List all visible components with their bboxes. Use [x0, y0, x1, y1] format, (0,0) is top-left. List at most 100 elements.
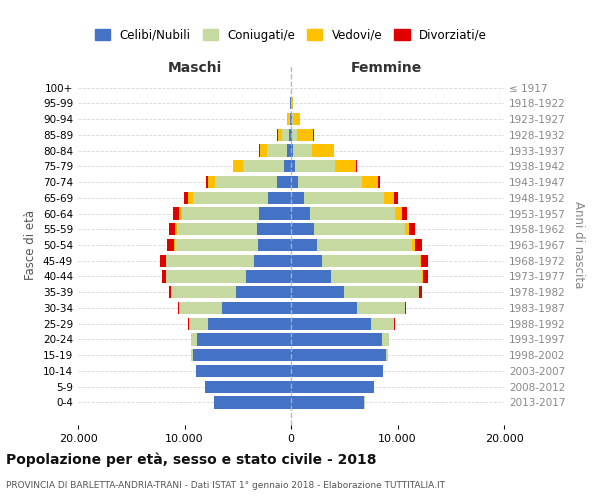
- Bar: [172, 286, 236, 298]
- Bar: [254, 254, 291, 267]
- Bar: [291, 349, 386, 362]
- Bar: [291, 302, 357, 314]
- Bar: [206, 176, 208, 188]
- Bar: [405, 302, 406, 314]
- Bar: [314, 223, 405, 235]
- Bar: [371, 318, 394, 330]
- Bar: [405, 223, 409, 235]
- Y-axis label: Fasce di età: Fasce di età: [25, 210, 37, 280]
- Text: PROVINCIA DI BARLETTA-ANDRIA-TRANI - Dati ISTAT 1° gennaio 2018 - Elaborazione T: PROVINCIA DI BARLETTA-ANDRIA-TRANI - Dat…: [6, 481, 445, 490]
- Bar: [173, 239, 175, 251]
- Bar: [415, 239, 422, 251]
- Bar: [191, 334, 197, 345]
- Bar: [293, 144, 313, 156]
- Bar: [412, 239, 415, 251]
- Bar: [356, 160, 357, 172]
- Bar: [291, 160, 295, 172]
- Bar: [291, 128, 292, 141]
- Bar: [233, 160, 243, 172]
- Bar: [175, 223, 177, 235]
- Bar: [295, 160, 335, 172]
- Bar: [362, 176, 379, 188]
- Bar: [291, 286, 344, 298]
- Bar: [169, 286, 172, 298]
- Bar: [291, 318, 371, 330]
- Bar: [205, 380, 291, 393]
- Bar: [291, 380, 374, 393]
- Bar: [357, 302, 405, 314]
- Bar: [310, 208, 395, 220]
- Bar: [268, 192, 291, 204]
- Bar: [409, 223, 415, 235]
- Text: Maschi: Maschi: [168, 61, 222, 75]
- Bar: [335, 160, 356, 172]
- Bar: [196, 365, 291, 377]
- Bar: [184, 192, 188, 204]
- Bar: [193, 349, 291, 362]
- Bar: [278, 128, 282, 141]
- Bar: [291, 270, 331, 282]
- Bar: [422, 270, 423, 282]
- Bar: [313, 144, 334, 156]
- Bar: [383, 192, 394, 204]
- Bar: [419, 286, 422, 298]
- Legend: Celibi/Nubili, Coniugati/e, Vedovi/e, Divorziati/e: Celibi/Nubili, Coniugati/e, Vedovi/e, Di…: [90, 24, 492, 46]
- Bar: [291, 396, 364, 408]
- Bar: [191, 349, 193, 362]
- Bar: [291, 239, 317, 251]
- Bar: [291, 223, 314, 235]
- Bar: [293, 113, 300, 125]
- Bar: [208, 176, 215, 188]
- Bar: [291, 254, 322, 267]
- Bar: [175, 239, 258, 251]
- Bar: [236, 286, 291, 298]
- Bar: [182, 208, 259, 220]
- Bar: [291, 176, 298, 188]
- Bar: [402, 208, 407, 220]
- Bar: [287, 144, 291, 156]
- Bar: [277, 176, 291, 188]
- Bar: [208, 318, 291, 330]
- Bar: [179, 208, 182, 220]
- Bar: [166, 270, 246, 282]
- Bar: [258, 239, 291, 251]
- Bar: [284, 160, 291, 172]
- Bar: [259, 208, 291, 220]
- Bar: [257, 223, 291, 235]
- Bar: [322, 254, 420, 267]
- Bar: [222, 302, 291, 314]
- Bar: [178, 302, 179, 314]
- Text: Femmine: Femmine: [351, 61, 422, 75]
- Bar: [166, 254, 254, 267]
- Bar: [386, 349, 388, 362]
- Bar: [267, 144, 287, 156]
- Bar: [379, 176, 380, 188]
- Bar: [287, 113, 289, 125]
- Bar: [291, 144, 293, 156]
- Y-axis label: Anni di nascita: Anni di nascita: [572, 202, 585, 288]
- Bar: [162, 270, 166, 282]
- Bar: [298, 128, 313, 141]
- Bar: [292, 113, 293, 125]
- Bar: [292, 128, 298, 141]
- Bar: [421, 254, 428, 267]
- Bar: [292, 97, 293, 110]
- Bar: [167, 239, 173, 251]
- Bar: [197, 334, 291, 345]
- Bar: [173, 208, 179, 220]
- Bar: [290, 113, 291, 125]
- Bar: [215, 176, 277, 188]
- Bar: [160, 254, 166, 267]
- Bar: [260, 144, 267, 156]
- Bar: [395, 208, 402, 220]
- Bar: [289, 113, 290, 125]
- Bar: [298, 176, 362, 188]
- Bar: [317, 239, 412, 251]
- Bar: [394, 192, 398, 204]
- Bar: [246, 270, 291, 282]
- Bar: [291, 192, 304, 204]
- Bar: [188, 192, 193, 204]
- Bar: [189, 318, 208, 330]
- Text: Popolazione per età, sesso e stato civile - 2018: Popolazione per età, sesso e stato civil…: [6, 452, 377, 467]
- Bar: [382, 334, 389, 345]
